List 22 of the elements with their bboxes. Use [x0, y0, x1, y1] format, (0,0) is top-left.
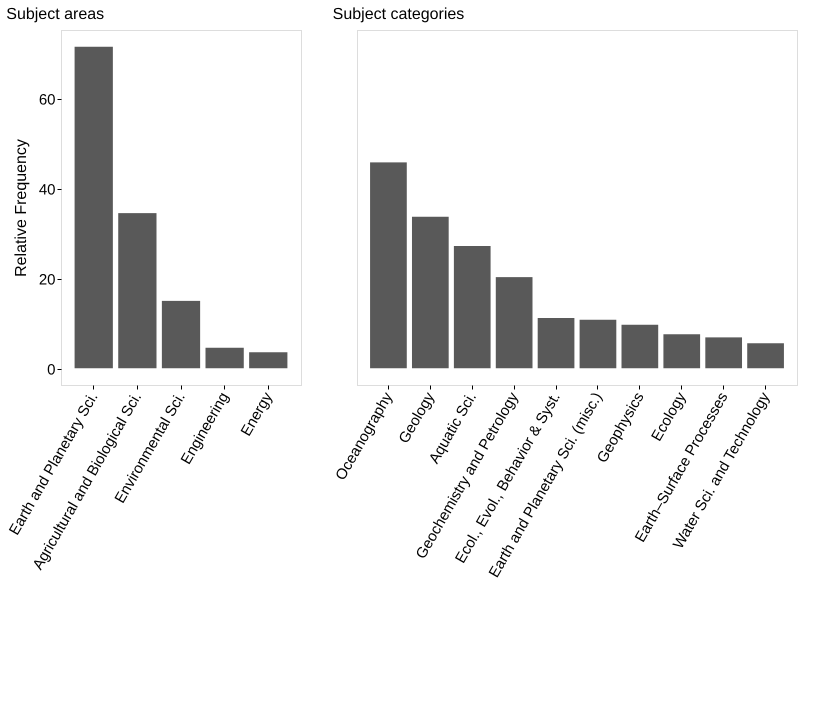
y-axis-title: Relative Frequency	[12, 139, 30, 277]
chart-title: Subject categories	[332, 6, 464, 23]
bar	[160, 300, 202, 370]
bar	[620, 324, 660, 370]
y-tick-label: 20	[38, 271, 56, 288]
chart-title: Subject areas	[6, 6, 104, 23]
bar	[410, 216, 450, 370]
bar	[746, 342, 785, 370]
y-tick-label: 60	[38, 91, 56, 108]
bar	[369, 161, 408, 370]
y-tick-label: 0	[47, 361, 56, 378]
bar	[578, 318, 618, 370]
bar	[494, 276, 534, 370]
bar	[704, 336, 744, 370]
bar	[662, 333, 702, 370]
bar	[117, 212, 158, 370]
y-tick-label: 40	[38, 181, 56, 198]
bar	[452, 245, 492, 370]
bar	[74, 46, 114, 370]
bar	[248, 351, 288, 370]
bar	[204, 346, 245, 370]
bar	[536, 317, 576, 370]
